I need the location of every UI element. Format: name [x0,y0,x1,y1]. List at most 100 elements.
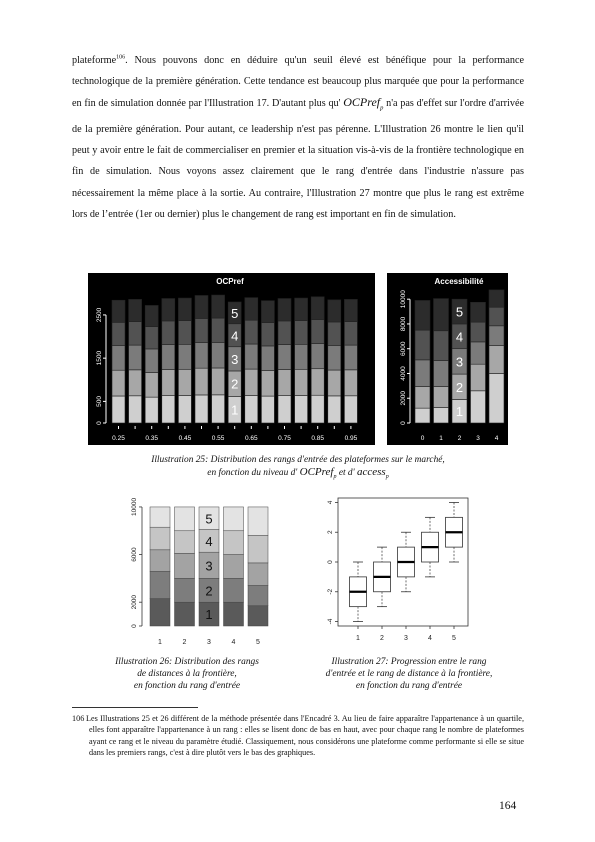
bar-segment [128,299,142,322]
bar-segment [149,526,171,551]
bar-segment [161,395,176,424]
bar-segment [327,299,342,323]
bar-segment [223,530,244,555]
bar-segment [414,407,431,424]
segment-label: 3 [456,354,463,369]
bar-segment [223,506,244,532]
y-tick-label: 8000 [400,316,407,331]
segment-label: 5 [456,305,463,320]
bar-segment [247,605,269,627]
ocpref-chart: OCPref 0 500 1500 2500 1 2 3 4 5 0.25 0.35 0.45 0.55… [88,273,375,445]
bar-segment [198,506,220,530]
bar-segment [211,342,225,369]
footnote-ref: 106 [116,54,126,61]
bar-segment [433,298,449,332]
x-tick-label: 2 [183,639,187,646]
bar-segment [344,321,358,346]
bar-segment [488,306,505,327]
bar-segment [178,395,192,424]
footnote-separator [72,707,198,708]
x-tick-label: 0 [421,435,425,442]
y-tick-label: -4 [327,618,334,624]
bar-segment [128,369,142,397]
bar-segment [223,601,244,627]
bar-segment [174,578,195,603]
segment-label: 4 [231,328,238,343]
bar-segment [294,320,308,345]
bar-segment [470,321,486,343]
chart-title: Accessibilité [435,277,484,286]
bar-segment [211,367,225,396]
ocpref-formula: OCPrefp [343,95,384,112]
bar-segment [470,341,486,365]
x-tick-label: 2 [380,635,384,642]
bar-segment [144,326,159,350]
bar-segment [470,390,486,424]
x-tick-label: 3 [404,635,408,642]
bar-segment [344,395,358,424]
bar-segment [144,372,159,398]
bar-segment [310,368,325,396]
segment-label: 5 [205,511,212,526]
bar-segment [194,295,209,319]
x-tick-label: 1 [356,635,360,642]
bar-segment [111,395,126,424]
bar-segment [174,553,195,579]
bar-segment [111,299,126,323]
bar-segment [161,344,176,370]
bar-segment [247,506,269,536]
figure-26-caption: Illustration 26: Distribution des rangs … [115,657,259,691]
bar-segment [310,343,325,370]
bar-segment [488,289,505,308]
bar-segment [261,322,275,347]
y-tick-label: 4 [327,500,334,504]
y-tick-label: -2 [327,588,334,594]
bar-segment [294,395,308,424]
y-tick-label: 10000 [400,290,407,308]
bar-segment [470,363,486,392]
x-tick-label: 0.25 [112,435,125,442]
bar-segment [194,394,209,424]
x-tick-label: 0.35 [145,435,158,442]
bar-segment [128,344,142,371]
bar-segment [178,368,192,396]
bar-segment [194,367,209,396]
bar-segment [294,368,308,396]
x-tick-label: 0.65 [245,435,258,442]
bar-segment [327,395,342,424]
bar-segment [277,395,292,424]
bar-segment [111,369,126,397]
x-tick-label: 0.55 [212,435,225,442]
y-tick-label: 500 [96,396,103,407]
bar-segment [144,396,159,424]
bar-segment [161,320,176,345]
bar-segment [414,386,431,409]
x-tick-label: 0.95 [345,435,358,442]
segment-label: 3 [205,558,212,573]
x-tick-label: 1 [158,639,162,646]
bar-segment [149,570,171,599]
y-tick-label: 2000 [131,595,138,610]
bar-segment [344,299,358,322]
bar-segment [174,530,195,554]
bar-segment [244,343,259,370]
segment-label: 2 [456,380,463,395]
bar-segment [111,345,126,371]
bar-segment [327,369,342,397]
bar-segment [310,394,325,424]
x-tick-label: 4 [495,435,499,442]
bar-segment [261,395,275,424]
y-tick-label: 10000 [131,498,138,516]
bar-segment [294,297,308,321]
bar-segment [244,368,259,396]
bar-segment [211,317,225,343]
bar-segment [277,369,292,396]
x-tick-label: 2 [458,435,462,442]
bar-segment [261,300,275,323]
bar-segment [344,369,358,397]
bar-segment [161,369,176,396]
bar-segment [223,578,244,603]
y-tick-label: 6000 [400,341,407,356]
y-tick-label: 0 [131,624,138,628]
bar-segment [310,296,325,320]
